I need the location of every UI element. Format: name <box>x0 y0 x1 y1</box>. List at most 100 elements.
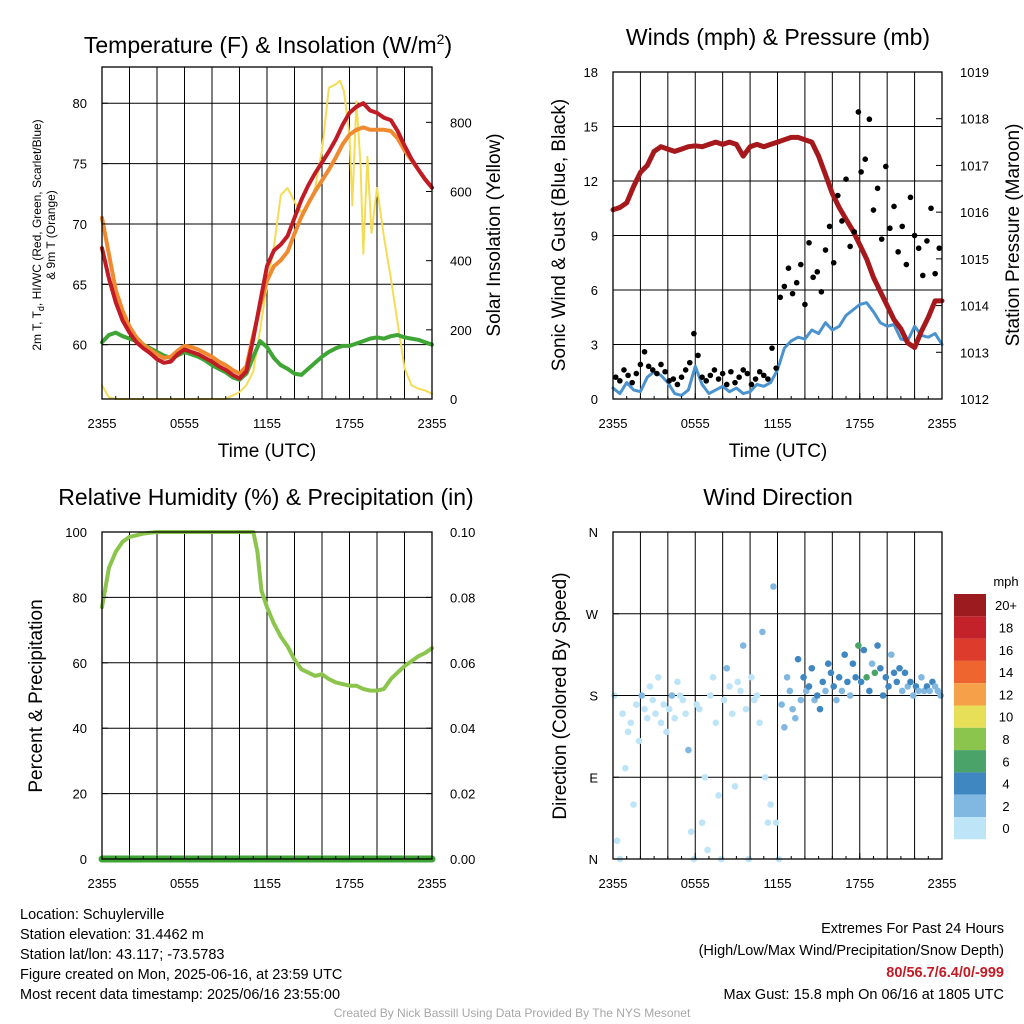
gust-point <box>798 261 804 268</box>
gust-point <box>670 376 677 382</box>
direction-point <box>742 705 750 713</box>
gust-point <box>707 372 714 379</box>
direction-point <box>712 719 720 727</box>
direction-point <box>846 692 854 699</box>
direction-point <box>753 692 761 699</box>
direction-point <box>748 674 755 681</box>
direction-point <box>737 687 744 695</box>
gust-point <box>843 176 849 182</box>
direction-point <box>770 583 777 590</box>
gust-point <box>887 225 893 232</box>
rh-xtick-label: 1755 <box>335 876 364 891</box>
svg-text:& 9m T (Orange): & 9m T (Orange) <box>44 190 58 280</box>
direction-point <box>715 792 722 799</box>
gust-point <box>858 169 864 175</box>
temp-xtick-label: 1755 <box>335 416 364 431</box>
created-text: Figure created on Mon, 2025-06-16, at 23… <box>20 967 343 983</box>
gust-point <box>703 378 710 384</box>
direction-point <box>849 660 857 668</box>
direction-point <box>761 773 769 781</box>
legend-label: 18 <box>999 620 1013 635</box>
gust-point <box>847 243 853 250</box>
wind-series-pressure <box>610 134 945 351</box>
gust-point <box>686 359 693 366</box>
gust-point <box>928 205 934 212</box>
direction-point <box>866 687 873 695</box>
rh-xtick-label: 2355 <box>88 876 117 891</box>
wind-y2tick-label: 1014 <box>960 299 989 314</box>
direction-point <box>907 678 914 686</box>
gust-point <box>814 269 821 275</box>
gust-point <box>654 370 660 377</box>
direction-point <box>767 801 774 808</box>
gust-point <box>629 379 635 386</box>
gust-point <box>752 376 759 382</box>
temperature-right-label: Solar Insolation (Yellow) <box>484 133 505 336</box>
axis-layer: 2355 0555 1155 1755 235560657075800200400600… <box>65 65 989 891</box>
gust-point <box>760 372 767 379</box>
gust-point <box>882 163 889 170</box>
direction-point <box>879 692 887 699</box>
temp-series-2m-t <box>100 101 434 381</box>
direction-point <box>685 746 692 754</box>
direction-point <box>709 674 717 681</box>
direction-point <box>660 701 668 708</box>
gust-point <box>891 203 897 210</box>
gust-point <box>682 367 689 373</box>
gust-point <box>822 247 829 253</box>
legend-swatch <box>954 594 986 617</box>
gust-point <box>903 261 910 268</box>
direction-point <box>663 728 670 736</box>
direction-point <box>822 687 829 695</box>
gust-point <box>744 370 751 377</box>
rh-xtick-label: 1155 <box>253 876 281 891</box>
gust-point <box>911 232 918 239</box>
direction-point <box>926 687 933 695</box>
wind-xtick-label: 0555 <box>681 416 710 431</box>
gust-point <box>810 274 816 281</box>
direction-point <box>671 714 678 722</box>
data-layer <box>98 79 945 863</box>
wind-y2tick-label: 1018 <box>960 112 989 127</box>
location-text: Location: Schuylerville <box>20 907 165 923</box>
direction-point <box>893 678 901 686</box>
gust-point <box>645 363 652 370</box>
direction-point <box>720 696 728 704</box>
legend-swatch <box>954 683 986 706</box>
gust-point <box>866 116 873 123</box>
speed-legend: mph 20+ 18 16 14 12 10 8 6 4 2 0 <box>954 574 1019 840</box>
direction-point <box>819 678 827 686</box>
extremes-info: Extremes For Past 24 Hours (High/Low/Max… <box>699 918 1004 1006</box>
direction-point <box>627 719 635 727</box>
rh-ytick-label: 0 <box>80 852 87 867</box>
dir-ytick-label: N <box>589 852 598 867</box>
wind-y2tick-label: 1015 <box>960 252 989 267</box>
gust-point <box>835 192 841 199</box>
direction-point <box>679 696 687 704</box>
legend-swatch <box>954 660 986 684</box>
gust-point <box>862 156 869 162</box>
direction-point <box>739 642 747 649</box>
direction-point <box>813 692 821 699</box>
extremes-subtitle: (High/Low/Max Wind/Precipitation/Snow De… <box>698 943 1004 959</box>
direction-point <box>890 669 898 677</box>
direction-point <box>855 642 862 649</box>
temp-xtick-label: 2355 <box>418 416 447 431</box>
gust-point <box>826 223 833 230</box>
legend-swatch <box>954 638 986 661</box>
direction-point <box>868 660 876 668</box>
legend-label: 12 <box>999 687 1013 702</box>
direction-point <box>682 710 689 717</box>
gust-point <box>895 249 901 255</box>
wind-ytick-label: 3 <box>591 338 598 353</box>
legend-label: 6 <box>1002 754 1009 769</box>
extremes-title: Extremes For Past 24 Hours <box>821 921 1004 937</box>
temperature-xlabel: Time (UTC) <box>218 441 317 462</box>
direction-point <box>797 696 805 704</box>
direction-point <box>885 683 892 690</box>
direction-point <box>882 674 890 681</box>
latlon-text: Station lat/lon: 43.117; -73.5783 <box>20 947 225 963</box>
direction-point <box>860 646 868 654</box>
direction-point <box>635 737 643 745</box>
